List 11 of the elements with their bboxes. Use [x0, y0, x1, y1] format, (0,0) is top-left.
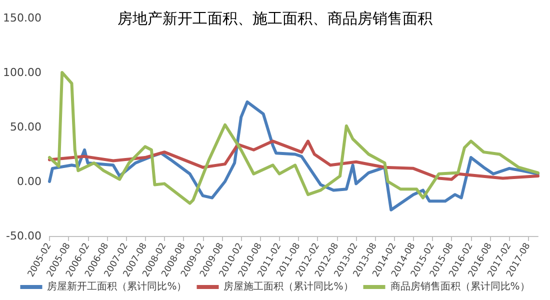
legend-label: 商品房销售面积（累计同比%） — [390, 280, 530, 292]
legend-label: 房屋施工面积（累计同比%） — [224, 280, 354, 292]
y-tick-label: -50.00 — [6, 230, 42, 242]
legend-label: 房屋新开工面积（累计同比%） — [47, 280, 187, 292]
chart-title: 房地产新开工面积、施工面积、商品房销售面积 — [118, 10, 432, 28]
y-tick-label: 150.00 — [2, 12, 42, 24]
line-series — [48, 71, 540, 205]
y-tick-label: 100.00 — [2, 66, 42, 79]
y-tick-label: 50.00 — [10, 120, 42, 134]
line-series — [48, 140, 540, 181]
y-tick-label: 0.00 — [16, 175, 42, 188]
